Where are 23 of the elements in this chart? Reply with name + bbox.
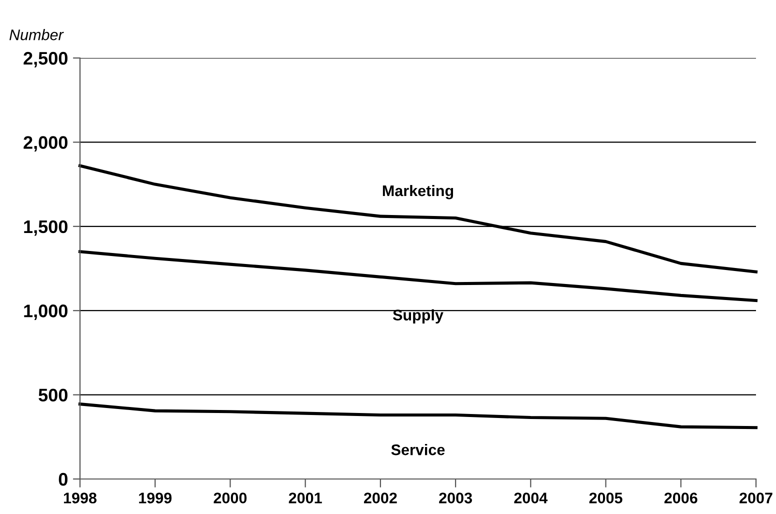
y-tick-label: 2,500	[24, 52, 68, 68]
x-tick-label: 1998	[64, 492, 97, 504]
series-label: Marketing	[382, 184, 454, 200]
y-tick-label: 500	[38, 388, 68, 402]
y-axis-title: Number	[9, 29, 64, 40]
y-tick-label: 0	[58, 472, 68, 486]
x-tick-label: 2007	[740, 492, 772, 504]
x-tick-label: 2001	[288, 492, 322, 504]
y-tick-label: 1,500	[24, 220, 68, 236]
line-series	[78, 250, 758, 302]
x-tick-label: 2000	[214, 492, 247, 504]
x-tick-label: 2003	[439, 492, 472, 504]
line-series	[78, 402, 758, 430]
x-tick-label: 1999	[139, 492, 172, 504]
series-label: Supply	[392, 309, 444, 324]
x-tick-label: 2005	[589, 492, 622, 504]
x-tick-label: 2006	[664, 492, 698, 504]
x-tick-label: 2004	[514, 492, 548, 504]
x-tick-label: 2002	[364, 492, 397, 504]
series-label: Service	[391, 444, 445, 456]
y-tick-label: 2,000	[24, 136, 68, 152]
y-tick-label: 1,000	[24, 304, 68, 320]
line-series	[78, 164, 758, 274]
